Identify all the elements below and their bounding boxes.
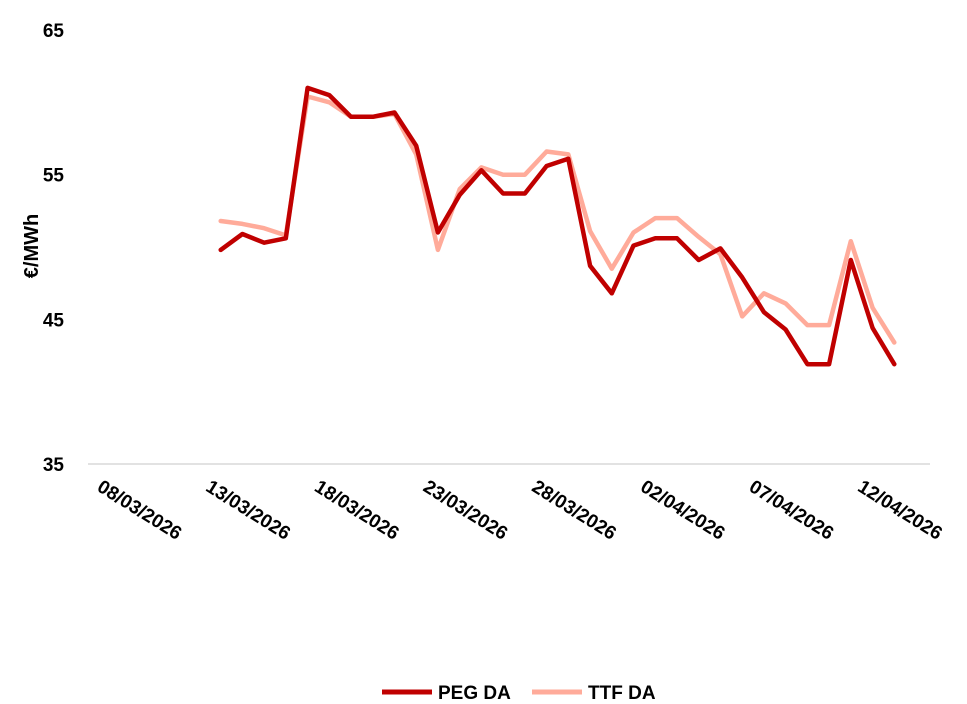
y-axis-title: €/MWh xyxy=(21,214,43,278)
x-tick-label: 13/03/2026 xyxy=(202,476,294,544)
legend: PEG DA TTF DA xyxy=(382,683,656,704)
x-tick-label: 28/03/2026 xyxy=(528,476,620,544)
x-tick-label: 08/03/2026 xyxy=(93,476,185,544)
y-tick-label: 65 xyxy=(43,21,65,42)
x-tick-label: 23/03/2026 xyxy=(419,476,511,544)
series-line-ttf-da xyxy=(218,94,897,345)
y-tick-label: 35 xyxy=(43,455,65,476)
legend-label: TTF DA xyxy=(588,683,656,704)
series-layer xyxy=(218,85,897,367)
x-tick-label: 12/04/2026 xyxy=(854,476,946,544)
x-tick-label: 18/03/2026 xyxy=(311,476,403,544)
y-tick-label: 55 xyxy=(43,166,65,187)
legend-label: PEG DA xyxy=(438,683,511,704)
series-line-peg-da xyxy=(218,85,897,367)
y-axis-ticks: 35 45 55 65 xyxy=(43,21,65,476)
y-tick-label: 45 xyxy=(43,310,65,331)
x-axis-ticks: 08/03/2026 13/03/2026 18/03/2026 23/03/2026… xyxy=(93,476,945,544)
x-tick-label: 07/04/2026 xyxy=(745,476,837,544)
x-tick-label: 02/04/2026 xyxy=(637,476,729,544)
